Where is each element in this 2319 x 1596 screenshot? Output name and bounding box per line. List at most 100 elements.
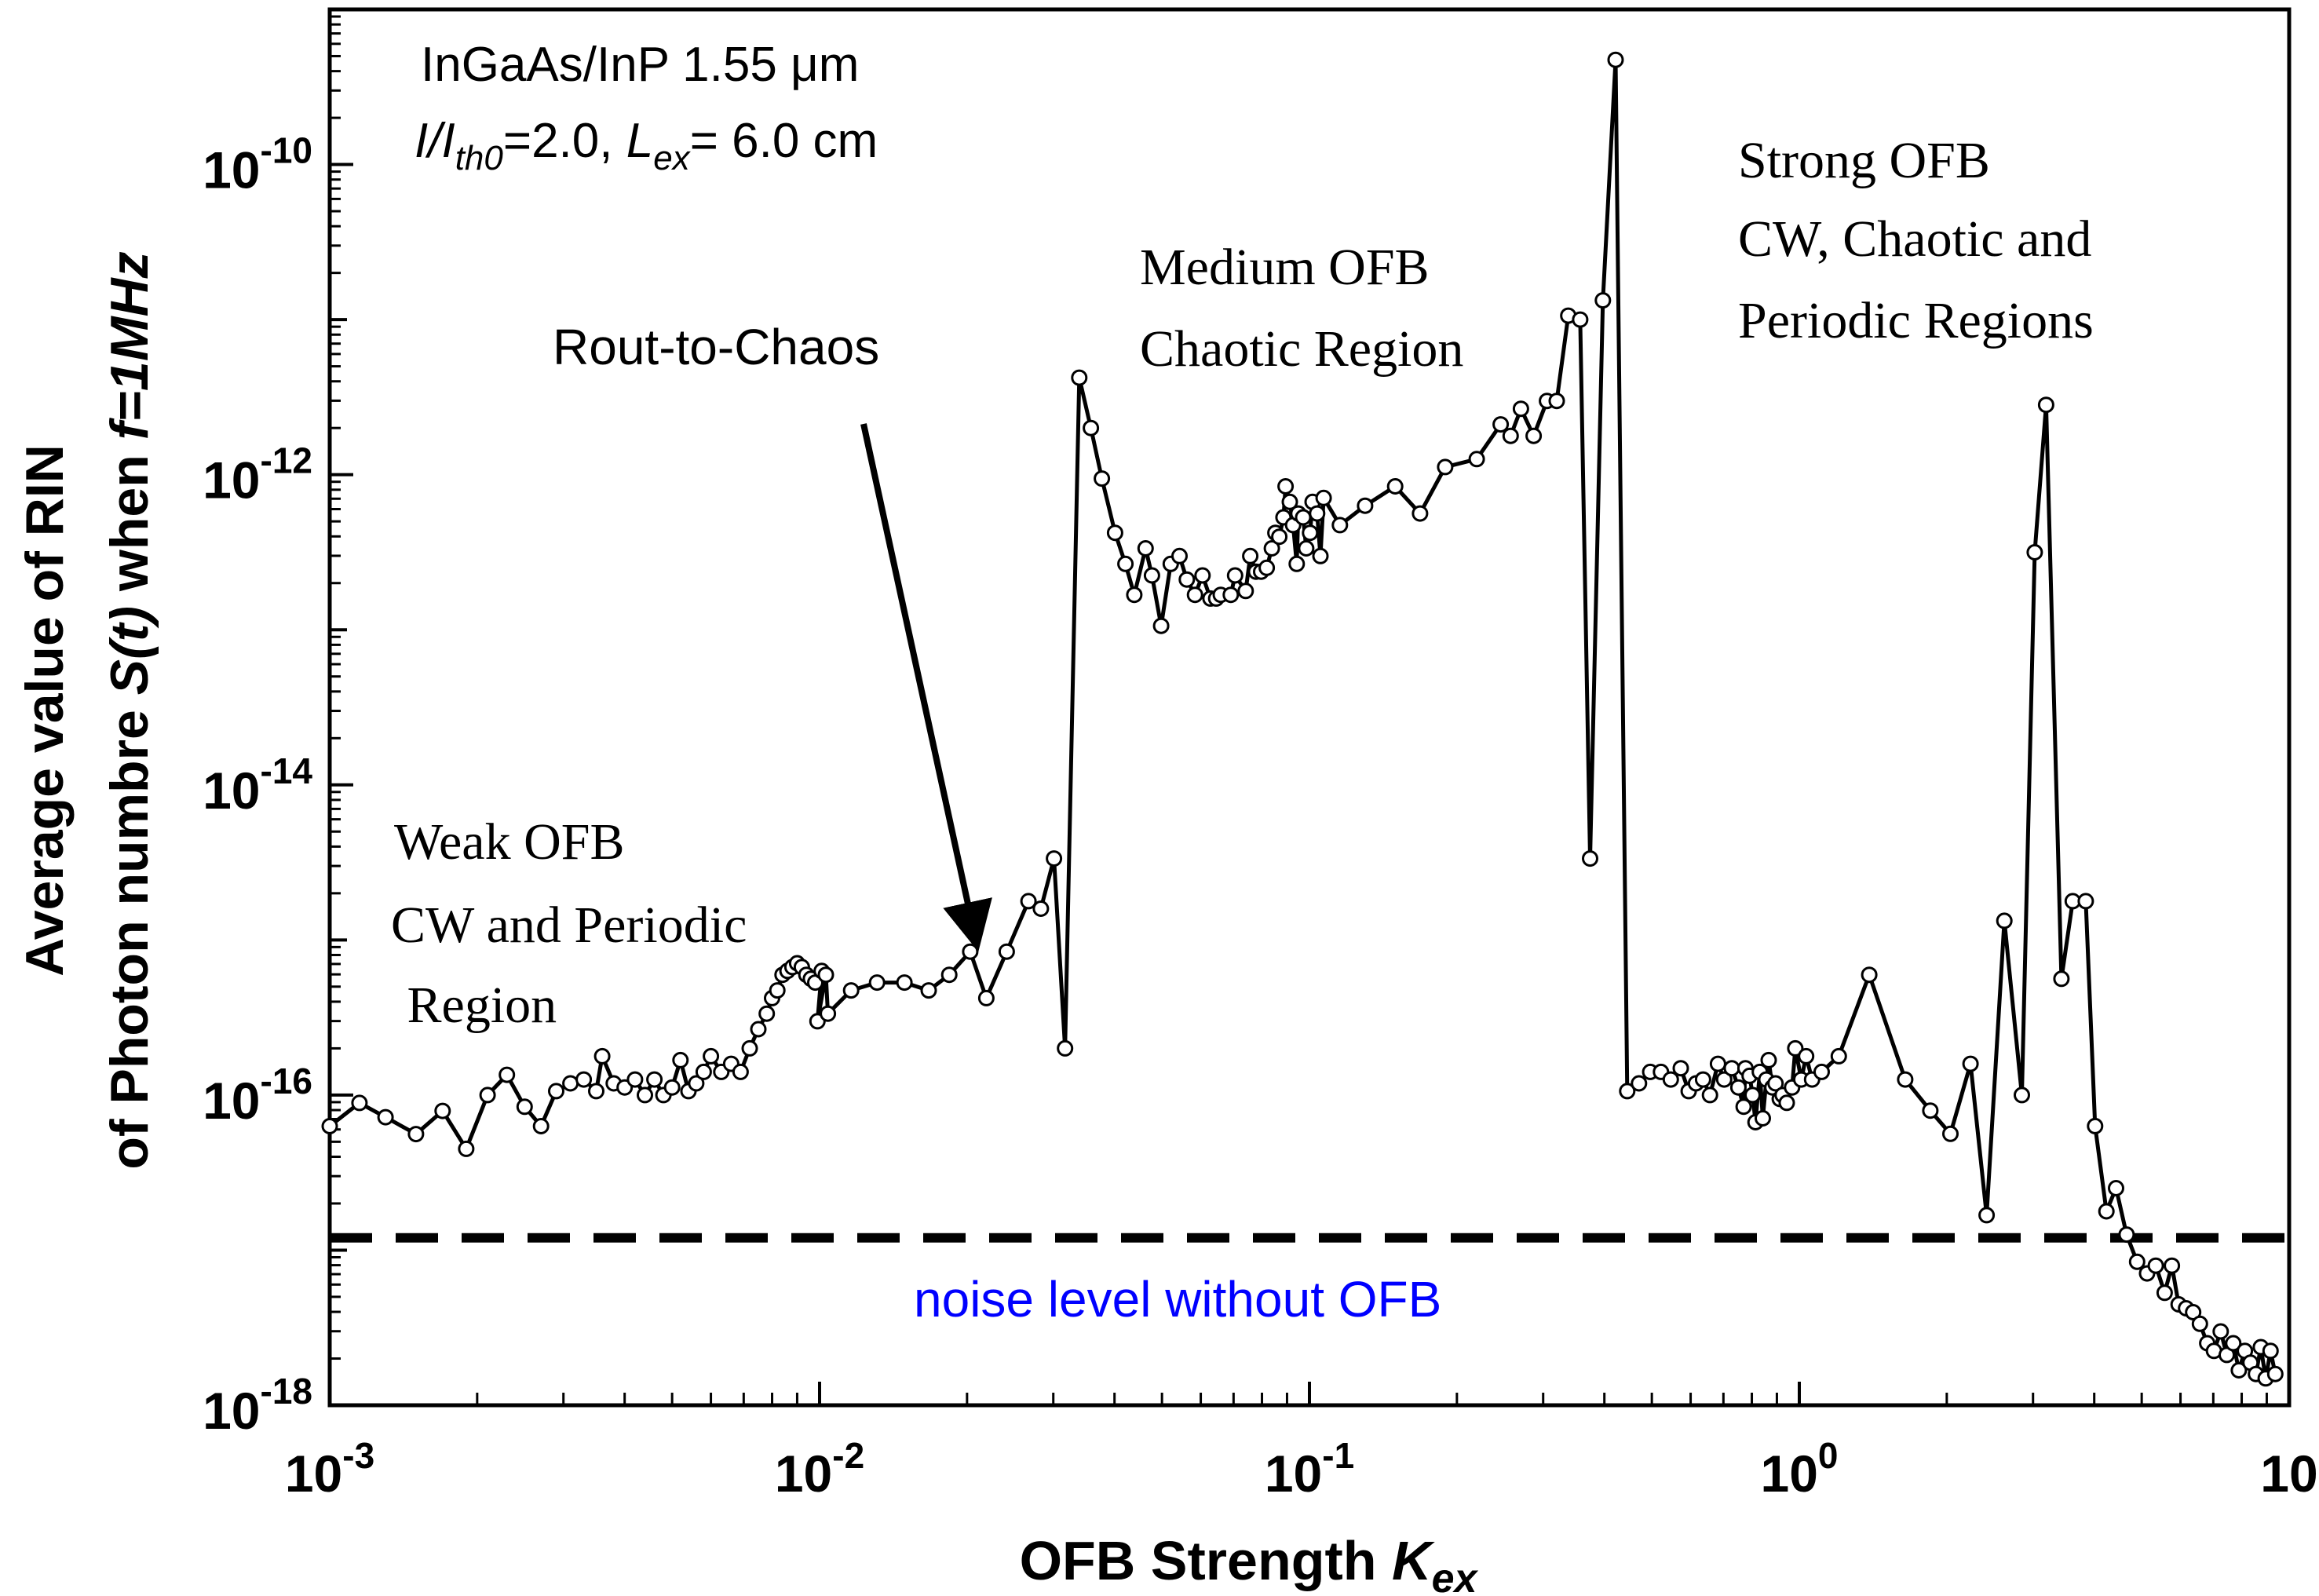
data-point (498, 1066, 516, 1083)
data-point (1137, 540, 1154, 557)
x-tick-label: 10-1 (1265, 1435, 1354, 1503)
data-point (842, 982, 860, 999)
data-point (1729, 1079, 1747, 1096)
data-point (2077, 893, 2094, 910)
y-tick-label: 10-10 (203, 130, 312, 199)
data-point (1057, 1039, 1074, 1057)
x-tick-label: 10-2 (775, 1435, 864, 1503)
data-point (1226, 567, 1243, 584)
data-point (588, 1083, 604, 1100)
data-point (758, 1005, 776, 1022)
data-point (1126, 586, 1143, 604)
data-point (626, 1071, 644, 1088)
data-point (1178, 571, 1196, 588)
svg-text:CW and Periodic: CW and Periodic (391, 897, 747, 954)
y-tick-label: 10-16 (203, 1061, 312, 1130)
y-tick-label: 10-18 (203, 1371, 312, 1440)
data-point (1277, 478, 1295, 495)
data-point (2225, 1335, 2242, 1352)
data-point (2098, 1203, 2115, 1220)
noise-level-label: noise level without OFB (914, 1271, 1441, 1328)
data-point (1152, 617, 1170, 634)
data-point (817, 966, 834, 984)
route-to-chaos-label: Rout-to-Chaos (553, 319, 879, 375)
data-point (663, 1079, 681, 1096)
y-axis-title-line2: of Photon numbre S(t) when f=1MHz (100, 251, 159, 1169)
data-point (1032, 900, 1050, 917)
data-point (1631, 1075, 1648, 1092)
data-point (1071, 369, 1088, 386)
weak-ofb-annotation: Weak OFB CW and Periodic Region (391, 813, 747, 1034)
data-point (548, 1083, 564, 1100)
data-point (732, 1063, 749, 1080)
data-point (1288, 555, 1306, 572)
x-tick-label: 10-3 (285, 1435, 374, 1503)
data-point (741, 1039, 758, 1057)
data-point (1106, 524, 1123, 542)
data-point (479, 1087, 496, 1104)
data-point (1512, 400, 1529, 418)
data-point (1186, 586, 1203, 604)
data-point (1897, 1071, 1914, 1088)
data-point (1468, 451, 1485, 468)
data-point (1222, 586, 1240, 604)
data-point (1357, 497, 1374, 514)
data-point (1331, 517, 1349, 534)
data-point (1830, 1047, 1847, 1065)
data-point (672, 1051, 689, 1068)
medium-ofb-annotation: Medium OFB Chaotic Region (1140, 239, 1463, 378)
data-point (458, 1140, 475, 1157)
data-point (1744, 1087, 1761, 1104)
data-point (1715, 1071, 1733, 1088)
data-point (2128, 1253, 2146, 1270)
data-point (2014, 1087, 2030, 1104)
data-point (1263, 540, 1280, 557)
strong-ofb-annotation: Strong OFB CW, Chaotic and Periodic Regi… (1738, 132, 2094, 349)
data-point (1502, 427, 1519, 444)
data-point (2147, 1257, 2164, 1274)
data-point (1117, 555, 1134, 572)
data-point (1094, 470, 1111, 488)
svg-text:Weak OFB: Weak OFB (394, 813, 625, 871)
data-point (1411, 505, 1429, 522)
data-point (1281, 493, 1298, 510)
data-point (1735, 1098, 1752, 1116)
data-point (2156, 1284, 2173, 1302)
y-tick-label: 10-12 (203, 440, 312, 509)
data-point (695, 1063, 712, 1080)
svg-text:CW, Chaotic and: CW, Chaotic and (1738, 210, 2091, 268)
data-point (896, 974, 913, 992)
data-point (1694, 1071, 1711, 1088)
data-point (820, 1005, 837, 1022)
data-point (1861, 966, 1878, 984)
data-point (1572, 311, 1589, 328)
data-point (2037, 396, 2054, 414)
data-point (1778, 1094, 1795, 1112)
svg-text:Chaotic Region: Chaotic Region (1140, 320, 1463, 378)
data-point (1312, 547, 1329, 564)
data-point (2053, 970, 2070, 988)
condition-label: I/Ith0=2.0, Lex= 6.0 cm (414, 114, 878, 177)
data-point (1046, 850, 1063, 867)
data-point (1709, 1055, 1726, 1072)
data-point (1619, 1083, 1636, 1100)
data-point (1798, 1047, 1815, 1065)
svg-text:Periodic Regions: Periodic Regions (1738, 292, 2094, 349)
data-point (1767, 1075, 1784, 1092)
data-point (977, 989, 995, 1006)
device-label: InGaAs/InP 1.55 μm (421, 38, 859, 92)
data-point (1787, 1039, 1804, 1057)
data-point (1594, 292, 1612, 309)
data-point (1701, 1087, 1718, 1104)
data-point (1271, 528, 1288, 546)
data-point (1760, 1051, 1777, 1068)
svg-text:Medium OFB: Medium OFB (1140, 239, 1430, 296)
data-point (2212, 1323, 2230, 1340)
x-tick-label: 100 (1760, 1435, 1838, 1503)
data-point (1386, 478, 1404, 495)
major-ticks (328, 8, 2291, 1407)
data-point (2262, 1342, 2279, 1360)
data-point (321, 1118, 338, 1134)
y-axis-title-line1: Average value of RIN (15, 444, 75, 977)
data-point (1143, 567, 1160, 584)
